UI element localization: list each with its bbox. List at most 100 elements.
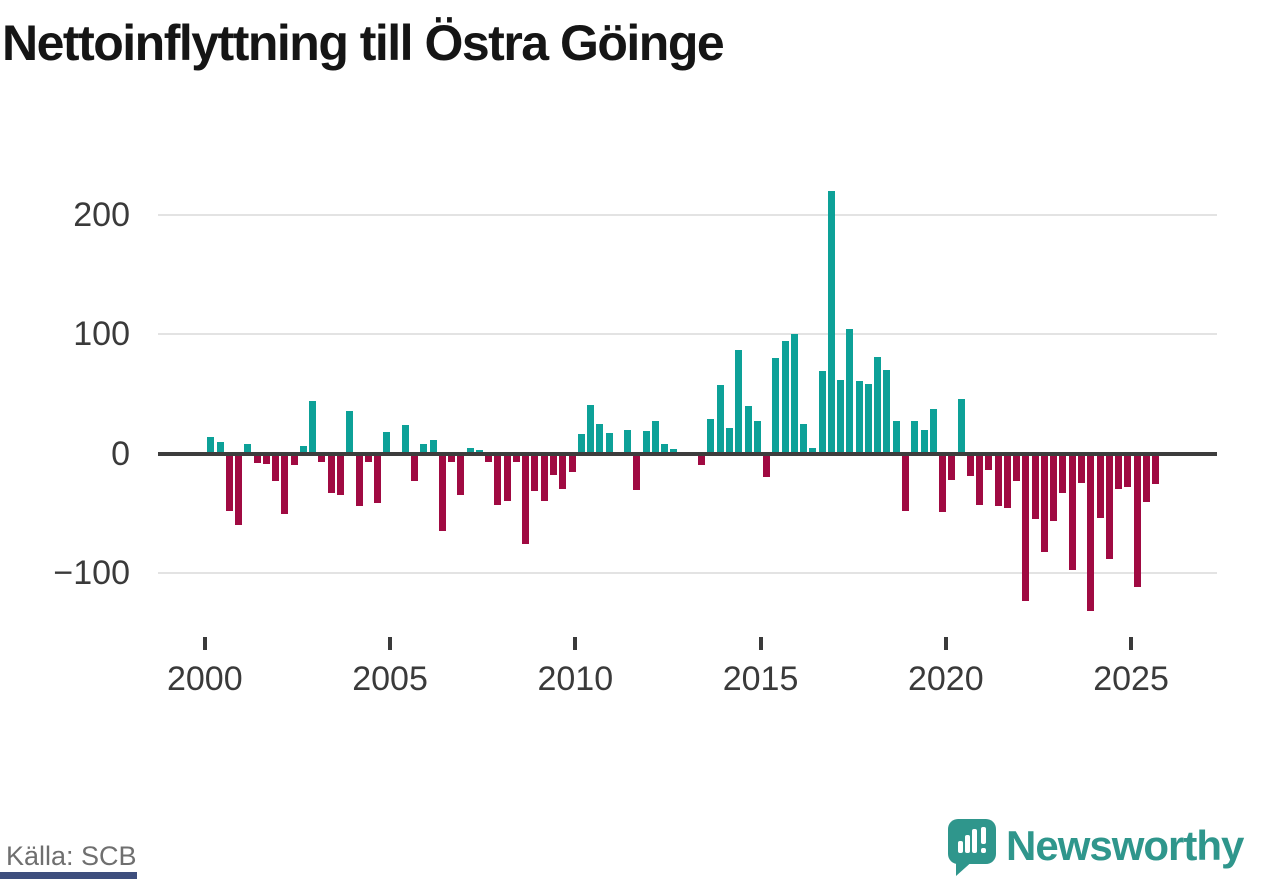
bar-2002Q4 bbox=[309, 401, 317, 454]
x-axis-label: 2000 bbox=[166, 660, 243, 698]
bar-2000Q1 bbox=[207, 436, 215, 454]
bar-2016Q4 bbox=[827, 191, 835, 454]
bar-2017Q3 bbox=[855, 380, 863, 454]
bar-2003Q4 bbox=[346, 410, 354, 454]
bar-2022Q3 bbox=[1040, 454, 1048, 553]
bar-2021Q2 bbox=[994, 454, 1002, 506]
chart-title: Nettoinflyttning till Östra Göinge bbox=[2, 15, 725, 71]
bar-2006Q2 bbox=[438, 454, 446, 531]
bar-2016Q1 bbox=[800, 423, 808, 454]
bar-2022Q2 bbox=[1031, 454, 1039, 519]
bar-2020Q4 bbox=[976, 454, 984, 505]
bar-2024Q1 bbox=[1096, 454, 1104, 518]
x-axis-label: 2020 bbox=[907, 660, 984, 698]
bar-2001Q2 bbox=[253, 454, 261, 463]
bar-2017Q4 bbox=[864, 384, 872, 454]
bar-2022Q1 bbox=[1022, 454, 1030, 602]
bar-2007Q4 bbox=[494, 454, 502, 505]
bar-2011Q4 bbox=[642, 430, 650, 454]
bar-2025Q2 bbox=[1142, 454, 1150, 503]
bar-2020Q3 bbox=[966, 454, 974, 476]
bar-2020Q2 bbox=[957, 398, 965, 454]
footer-accent-strip bbox=[0, 872, 137, 879]
bar-2023Q2 bbox=[1068, 454, 1076, 571]
bar-2018Q4 bbox=[901, 454, 909, 511]
bar-2003Q1 bbox=[318, 454, 326, 462]
bar-2015Q3 bbox=[781, 341, 789, 454]
source-note: Källa: SCB bbox=[6, 841, 137, 871]
bar-2006Q3 bbox=[448, 454, 456, 462]
bar-2010Q4 bbox=[605, 433, 613, 454]
bar-2003Q2 bbox=[327, 454, 335, 493]
bar-2006Q4 bbox=[457, 454, 465, 496]
x-axis-label: 2025 bbox=[1093, 660, 1169, 698]
bar-2020Q1 bbox=[948, 454, 956, 480]
bar-2012Q1 bbox=[651, 421, 659, 454]
bar-2014Q1 bbox=[726, 428, 733, 454]
bar-2012Q3 bbox=[670, 448, 678, 454]
bar-2007Q1 bbox=[466, 447, 474, 454]
bar-2019Q2 bbox=[920, 429, 928, 454]
bar-2021Q4 bbox=[1013, 454, 1021, 481]
bar-2001Q3 bbox=[262, 454, 270, 465]
bar-2003Q3 bbox=[336, 454, 344, 496]
bar-2004Q1 bbox=[355, 454, 363, 506]
bar-2008Q1 bbox=[503, 454, 511, 502]
x-axis-tick-2020 bbox=[943, 637, 948, 650]
bar-2000Q3 bbox=[225, 454, 233, 511]
bar-2022Q4 bbox=[1050, 454, 1058, 522]
bar-2002Q3 bbox=[299, 446, 307, 454]
x-axis-tick-2000 bbox=[202, 637, 207, 650]
bar-2004Q4 bbox=[383, 432, 391, 454]
bar-2005Q2 bbox=[401, 424, 409, 454]
y-axis-label: 100 bbox=[73, 315, 130, 354]
x-axis-tick-2010 bbox=[573, 637, 578, 650]
bar-2014Q4 bbox=[753, 421, 761, 454]
bar-2016Q2 bbox=[809, 447, 817, 454]
gridline-y-100 bbox=[158, 571, 1217, 574]
bar-2019Q1 bbox=[911, 421, 919, 454]
newsworthy-logo: Newsworthy bbox=[948, 819, 1260, 877]
y-axis-label: 0 bbox=[111, 434, 130, 473]
bar-2001Q1 bbox=[244, 443, 252, 454]
x-axis-tick-2015 bbox=[758, 637, 763, 650]
bar-2011Q3 bbox=[633, 454, 641, 491]
bar-2008Q2 bbox=[512, 454, 520, 462]
x-axis-label: 2015 bbox=[722, 660, 799, 698]
bar-2010Q2 bbox=[587, 404, 595, 454]
bar-2018Q3 bbox=[892, 421, 900, 454]
bar-2009Q3 bbox=[559, 454, 567, 490]
x-axis-tick-2005 bbox=[388, 637, 393, 650]
bar-2002Q2 bbox=[290, 454, 298, 466]
bar-2019Q3 bbox=[929, 409, 937, 454]
bar-2010Q1 bbox=[577, 434, 585, 454]
bar-2005Q3 bbox=[411, 454, 419, 481]
bar-2014Q3 bbox=[744, 405, 752, 454]
bar-2013Q3 bbox=[707, 418, 715, 454]
x-axis-tick-2025 bbox=[1129, 637, 1134, 650]
bar-2023Q1 bbox=[1059, 454, 1067, 493]
bar-2021Q3 bbox=[1003, 454, 1011, 509]
bar-2008Q4 bbox=[531, 454, 539, 492]
x-axis-zero-line bbox=[158, 451, 1217, 456]
bar-2023Q3 bbox=[1077, 454, 1085, 484]
bar-2018Q2 bbox=[883, 369, 891, 454]
bar-2015Q1 bbox=[763, 454, 771, 478]
logo-exclamation-icon bbox=[981, 848, 986, 853]
bar-2016Q3 bbox=[818, 371, 826, 454]
bar-2007Q3 bbox=[485, 454, 493, 462]
logo-bar-chart-icon bbox=[958, 841, 963, 853]
bar-2006Q1 bbox=[429, 440, 437, 454]
bar-2017Q2 bbox=[846, 329, 854, 454]
bar-2009Q2 bbox=[550, 454, 557, 475]
bar-2012Q2 bbox=[661, 443, 669, 454]
bar-2004Q2 bbox=[364, 454, 372, 462]
bar-2015Q4 bbox=[790, 334, 798, 454]
bar-2019Q4 bbox=[939, 454, 947, 512]
bar-2011Q2 bbox=[624, 429, 632, 454]
bar-2010Q3 bbox=[596, 423, 604, 454]
bar-2008Q3 bbox=[522, 454, 530, 544]
logo-exclamation-icon bbox=[981, 827, 986, 844]
